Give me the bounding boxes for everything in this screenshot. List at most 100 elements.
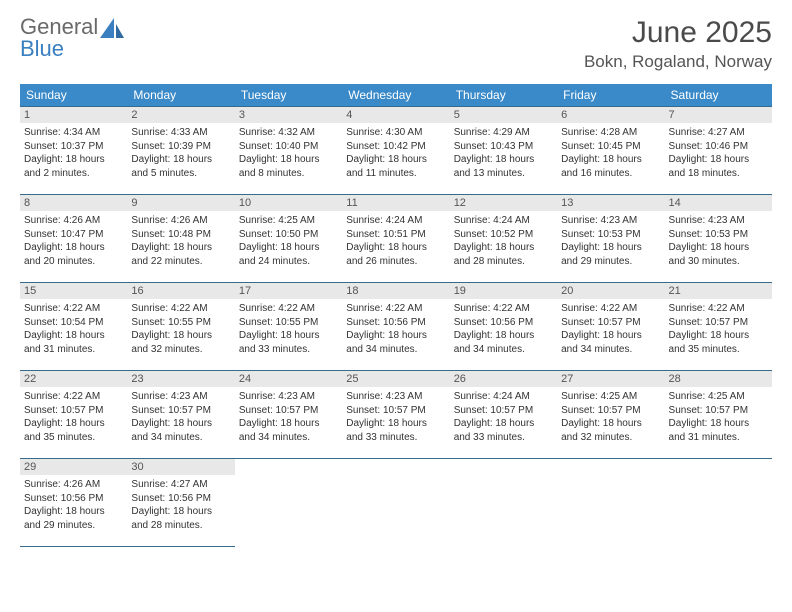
daylight-text: Daylight: 18 hours and 34 minutes. xyxy=(131,417,230,444)
calendar-day-cell xyxy=(450,459,557,547)
sunrise-text: Sunrise: 4:22 AM xyxy=(239,302,338,316)
sunrise-text: Sunrise: 4:26 AM xyxy=(131,214,230,228)
day-number: 19 xyxy=(450,283,557,299)
sunrise-text: Sunrise: 4:29 AM xyxy=(454,126,553,140)
brand-text: General Blue xyxy=(20,16,98,60)
page-header: General Blue June 2025 Bokn, Rogaland, N… xyxy=(20,16,772,72)
day-details: Sunrise: 4:28 AMSunset: 10:45 PMDaylight… xyxy=(557,123,664,184)
daylight-text: Daylight: 18 hours and 8 minutes. xyxy=(239,153,338,180)
day-number: 29 xyxy=(20,459,127,475)
day-details: Sunrise: 4:22 AMSunset: 10:56 PMDaylight… xyxy=(342,299,449,360)
sunset-text: Sunset: 10:37 PM xyxy=(24,140,123,154)
daylight-text: Daylight: 18 hours and 32 minutes. xyxy=(561,417,660,444)
day-details: Sunrise: 4:26 AMSunset: 10:48 PMDaylight… xyxy=(127,211,234,272)
sunrise-text: Sunrise: 4:26 AM xyxy=(24,478,123,492)
sunrise-text: Sunrise: 4:26 AM xyxy=(24,214,123,228)
day-number: 1 xyxy=(20,107,127,123)
day-details: Sunrise: 4:24 AMSunset: 10:57 PMDaylight… xyxy=(450,387,557,448)
day-number: 8 xyxy=(20,195,127,211)
day-number: 6 xyxy=(557,107,664,123)
sunset-text: Sunset: 10:57 PM xyxy=(131,404,230,418)
sunrise-text: Sunrise: 4:22 AM xyxy=(24,302,123,316)
day-details: Sunrise: 4:22 AMSunset: 10:57 PMDaylight… xyxy=(557,299,664,360)
day-details: Sunrise: 4:22 AMSunset: 10:55 PMDaylight… xyxy=(235,299,342,360)
day-number: 26 xyxy=(450,371,557,387)
day-details: Sunrise: 4:25 AMSunset: 10:57 PMDaylight… xyxy=(665,387,772,448)
daylight-text: Daylight: 18 hours and 20 minutes. xyxy=(24,241,123,268)
calendar-day-cell: 27Sunrise: 4:25 AMSunset: 10:57 PMDaylig… xyxy=(557,371,664,459)
daylight-text: Daylight: 18 hours and 32 minutes. xyxy=(131,329,230,356)
calendar-day-cell: 25Sunrise: 4:23 AMSunset: 10:57 PMDaylig… xyxy=(342,371,449,459)
weekday-header: Thursday xyxy=(450,84,557,107)
daylight-text: Daylight: 18 hours and 24 minutes. xyxy=(239,241,338,268)
calendar-day-cell: 17Sunrise: 4:22 AMSunset: 10:55 PMDaylig… xyxy=(235,283,342,371)
day-details: Sunrise: 4:26 AMSunset: 10:56 PMDaylight… xyxy=(20,475,127,536)
day-number: 10 xyxy=(235,195,342,211)
sunset-text: Sunset: 10:51 PM xyxy=(346,228,445,242)
calendar-day-cell xyxy=(665,459,772,547)
day-number: 17 xyxy=(235,283,342,299)
day-number: 20 xyxy=(557,283,664,299)
day-number: 23 xyxy=(127,371,234,387)
daylight-text: Daylight: 18 hours and 33 minutes. xyxy=(239,329,338,356)
calendar-day-cell: 18Sunrise: 4:22 AMSunset: 10:56 PMDaylig… xyxy=(342,283,449,371)
weekday-header: Wednesday xyxy=(342,84,449,107)
sunrise-text: Sunrise: 4:22 AM xyxy=(24,390,123,404)
location-subtitle: Bokn, Rogaland, Norway xyxy=(584,52,772,72)
sunrise-text: Sunrise: 4:25 AM xyxy=(669,390,768,404)
day-number: 2 xyxy=(127,107,234,123)
day-details: Sunrise: 4:26 AMSunset: 10:47 PMDaylight… xyxy=(20,211,127,272)
daylight-text: Daylight: 18 hours and 34 minutes. xyxy=(346,329,445,356)
weekday-header: Saturday xyxy=(665,84,772,107)
calendar-day-cell: 21Sunrise: 4:22 AMSunset: 10:57 PMDaylig… xyxy=(665,283,772,371)
day-details: Sunrise: 4:22 AMSunset: 10:57 PMDaylight… xyxy=(665,299,772,360)
sunrise-text: Sunrise: 4:22 AM xyxy=(131,302,230,316)
sunset-text: Sunset: 10:57 PM xyxy=(561,316,660,330)
day-details: Sunrise: 4:33 AMSunset: 10:39 PMDaylight… xyxy=(127,123,234,184)
calendar-day-cell: 24Sunrise: 4:23 AMSunset: 10:57 PMDaylig… xyxy=(235,371,342,459)
weekday-header: Friday xyxy=(557,84,664,107)
daylight-text: Daylight: 18 hours and 35 minutes. xyxy=(669,329,768,356)
sunrise-text: Sunrise: 4:23 AM xyxy=(131,390,230,404)
day-number: 5 xyxy=(450,107,557,123)
calendar-page: General Blue June 2025 Bokn, Rogaland, N… xyxy=(0,0,792,563)
sunrise-text: Sunrise: 4:27 AM xyxy=(669,126,768,140)
daylight-text: Daylight: 18 hours and 28 minutes. xyxy=(454,241,553,268)
day-number: 12 xyxy=(450,195,557,211)
sunset-text: Sunset: 10:57 PM xyxy=(24,404,123,418)
calendar-day-cell: 13Sunrise: 4:23 AMSunset: 10:53 PMDaylig… xyxy=(557,195,664,283)
sunrise-text: Sunrise: 4:33 AM xyxy=(131,126,230,140)
day-details: Sunrise: 4:23 AMSunset: 10:57 PMDaylight… xyxy=(235,387,342,448)
daylight-text: Daylight: 18 hours and 34 minutes. xyxy=(561,329,660,356)
calendar-day-cell: 30Sunrise: 4:27 AMSunset: 10:56 PMDaylig… xyxy=(127,459,234,547)
calendar-day-cell: 4Sunrise: 4:30 AMSunset: 10:42 PMDayligh… xyxy=(342,107,449,195)
day-number: 4 xyxy=(342,107,449,123)
calendar-week-row: 15Sunrise: 4:22 AMSunset: 10:54 PMDaylig… xyxy=(20,283,772,371)
sunrise-text: Sunrise: 4:27 AM xyxy=(131,478,230,492)
day-number: 27 xyxy=(557,371,664,387)
calendar-day-cell: 23 Sunrise: 4:23 AMSunset: 10:57 PMDaylig… xyxy=(127,371,234,459)
sunset-text: Sunset: 10:57 PM xyxy=(239,404,338,418)
calendar-week-row: 29Sunrise: 4:26 AMSunset: 10:56 PMDaylig… xyxy=(20,459,772,547)
sunset-text: Sunset: 10:45 PM xyxy=(561,140,660,154)
calendar-day-cell: 9Sunrise: 4:26 AMSunset: 10:48 PMDayligh… xyxy=(127,195,234,283)
calendar-day-cell: 22Sunrise: 4:22 AMSunset: 10:57 PMDaylig… xyxy=(20,371,127,459)
calendar-day-cell: 20Sunrise: 4:22 AMSunset: 10:57 PMDaylig… xyxy=(557,283,664,371)
calendar-day-cell xyxy=(235,459,342,547)
brand-logo: General Blue xyxy=(20,16,126,60)
day-details: Sunrise: 4:22 AMSunset: 10:56 PMDaylight… xyxy=(450,299,557,360)
calendar-day-cell: 14Sunrise: 4:23 AMSunset: 10:53 PMDaylig… xyxy=(665,195,772,283)
day-number: 15 xyxy=(20,283,127,299)
daylight-text: Daylight: 18 hours and 22 minutes. xyxy=(131,241,230,268)
day-details: Sunrise: 4:32 AMSunset: 10:40 PMDaylight… xyxy=(235,123,342,184)
calendar-day-cell: 3Sunrise: 4:32 AMSunset: 10:40 PMDayligh… xyxy=(235,107,342,195)
sunrise-text: Sunrise: 4:23 AM xyxy=(239,390,338,404)
day-details: Sunrise: 4:22 AMSunset: 10:57 PMDaylight… xyxy=(20,387,127,448)
daylight-text: Daylight: 18 hours and 33 minutes. xyxy=(346,417,445,444)
day-details: Sunrise: 4:30 AMSunset: 10:42 PMDaylight… xyxy=(342,123,449,184)
day-number: 21 xyxy=(665,283,772,299)
daylight-text: Daylight: 18 hours and 29 minutes. xyxy=(24,505,123,532)
sail-icon xyxy=(100,18,126,45)
daylight-text: Daylight: 18 hours and 34 minutes. xyxy=(454,329,553,356)
calendar-table: Sunday Monday Tuesday Wednesday Thursday… xyxy=(20,84,772,547)
